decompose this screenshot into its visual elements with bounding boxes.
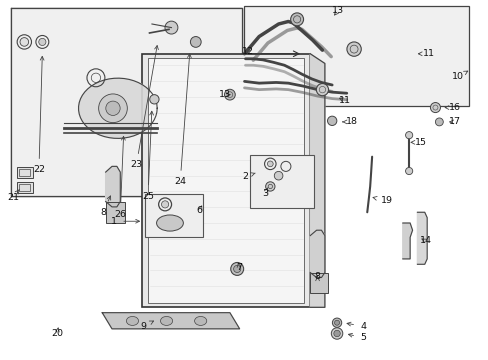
- Polygon shape: [11, 8, 242, 196]
- Text: 8: 8: [314, 271, 320, 281]
- Bar: [142, 54, 309, 307]
- Circle shape: [20, 38, 29, 46]
- Ellipse shape: [126, 316, 138, 325]
- Bar: [145, 194, 203, 237]
- Text: 21: 21: [7, 190, 19, 202]
- Text: 13: 13: [219, 90, 231, 99]
- Circle shape: [274, 171, 283, 180]
- Bar: [250, 155, 313, 208]
- Bar: [309, 273, 327, 293]
- Text: 1: 1: [111, 217, 139, 226]
- Circle shape: [265, 182, 274, 191]
- Circle shape: [267, 161, 273, 167]
- Text: 6: 6: [196, 206, 202, 215]
- Bar: [19, 184, 30, 191]
- Circle shape: [434, 118, 443, 126]
- Bar: [105, 202, 125, 223]
- Circle shape: [99, 94, 127, 123]
- Circle shape: [405, 132, 412, 139]
- Circle shape: [190, 37, 201, 47]
- Circle shape: [346, 42, 361, 56]
- Ellipse shape: [160, 316, 172, 325]
- Text: 2: 2: [242, 172, 255, 181]
- Polygon shape: [309, 230, 324, 278]
- Text: 22: 22: [33, 57, 45, 175]
- Text: 17: 17: [448, 117, 460, 126]
- Text: 8: 8: [100, 196, 110, 217]
- Text: 7: 7: [236, 263, 242, 273]
- Circle shape: [161, 201, 168, 208]
- Bar: [11, 8, 242, 196]
- Text: 16: 16: [444, 103, 460, 112]
- Circle shape: [333, 330, 340, 337]
- Text: 25: 25: [142, 111, 154, 201]
- Text: 4: 4: [346, 322, 366, 331]
- Polygon shape: [105, 166, 120, 207]
- Text: 3: 3: [262, 188, 268, 198]
- Text: 26: 26: [114, 136, 126, 219]
- Text: 10: 10: [451, 71, 467, 81]
- Circle shape: [105, 101, 120, 116]
- Text: 19: 19: [372, 196, 392, 205]
- Text: 18: 18: [342, 117, 357, 126]
- Bar: [19, 169, 30, 176]
- Text: 24: 24: [174, 54, 191, 186]
- Circle shape: [316, 84, 328, 96]
- Bar: [17, 167, 33, 178]
- Circle shape: [224, 89, 235, 100]
- Circle shape: [149, 95, 159, 104]
- Circle shape: [39, 39, 46, 45]
- Circle shape: [290, 13, 303, 26]
- Circle shape: [429, 103, 440, 113]
- Ellipse shape: [194, 316, 206, 325]
- Text: 23: 23: [130, 46, 158, 170]
- Polygon shape: [309, 54, 324, 307]
- Text: 15: 15: [410, 138, 426, 147]
- Text: 13: 13: [331, 6, 344, 15]
- Text: 11: 11: [418, 49, 434, 58]
- Polygon shape: [402, 223, 412, 259]
- Circle shape: [164, 21, 178, 34]
- Polygon shape: [79, 78, 157, 138]
- Text: 20: 20: [51, 328, 63, 338]
- Bar: [148, 58, 304, 303]
- Text: 12: 12: [241, 47, 253, 56]
- Text: 9: 9: [140, 321, 153, 331]
- Circle shape: [230, 262, 243, 275]
- Text: 11: 11: [338, 96, 350, 105]
- Circle shape: [332, 318, 341, 327]
- Circle shape: [233, 265, 240, 273]
- Bar: [17, 182, 33, 193]
- Bar: [244, 6, 468, 107]
- Circle shape: [331, 328, 342, 339]
- Polygon shape: [417, 212, 427, 264]
- Circle shape: [327, 116, 336, 126]
- Circle shape: [405, 167, 412, 175]
- Circle shape: [334, 320, 339, 325]
- Text: 14: 14: [419, 237, 431, 246]
- Text: 5: 5: [348, 333, 366, 342]
- Ellipse shape: [156, 215, 183, 231]
- Polygon shape: [102, 313, 239, 329]
